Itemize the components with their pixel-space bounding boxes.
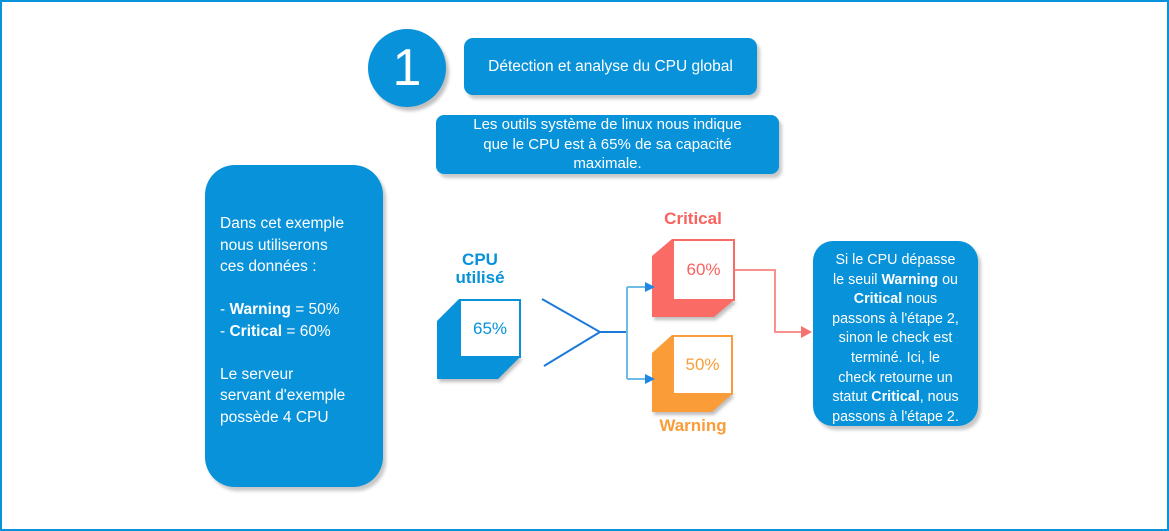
- arrowhead-critical-icon: [645, 282, 655, 292]
- critical-value-box: 60%: [672, 239, 735, 301]
- step-title-box: Détection et analyse du CPU global: [464, 38, 757, 95]
- intro-box: Les outils système de linux nous indique…: [436, 115, 779, 174]
- explanation-box: Si le CPU dépasse le seuil Warning ou Cr…: [813, 241, 978, 426]
- arrowhead-next-step-icon: [801, 326, 812, 338]
- step-title: Détection et analyse du CPU global: [488, 57, 733, 75]
- arrowhead-warning-icon: [645, 374, 655, 384]
- warning-value: 50%: [685, 355, 720, 374]
- split-connector-wedge: [541, 298, 602, 367]
- cpu-value: 65%: [472, 318, 508, 338]
- cpu-used-label: CPU utilisé: [455, 250, 505, 287]
- cpu-value-box: 65%: [459, 299, 521, 358]
- example-data-box: Dans cet exemple nous utiliserons ces do…: [205, 165, 383, 487]
- intro-text: Les outils système de linux nous indique…: [473, 116, 742, 173]
- step-number-badge: 1: [368, 29, 446, 107]
- critical-label: Critical: [664, 209, 722, 228]
- step-number: 1: [392, 39, 422, 97]
- warning-value-box: 50%: [672, 335, 733, 395]
- critical-to-next-connector: [735, 269, 801, 333]
- warning-label: Warning: [659, 416, 727, 435]
- critical-value: 60%: [686, 260, 721, 279]
